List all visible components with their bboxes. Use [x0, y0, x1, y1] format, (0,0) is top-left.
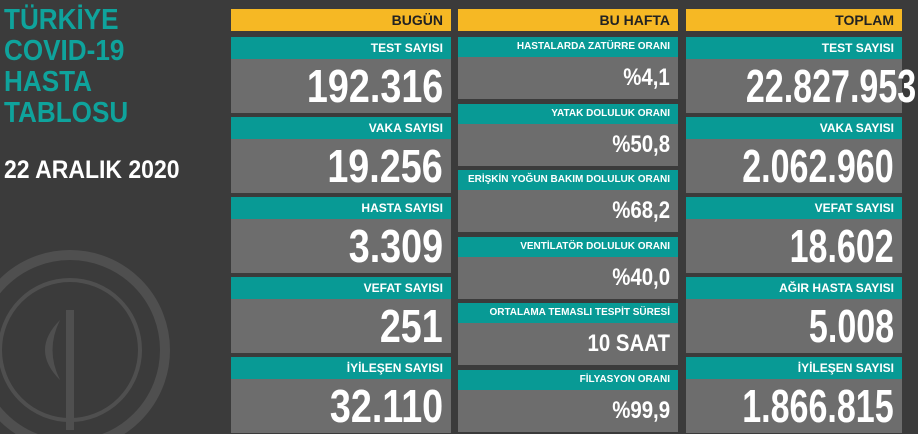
- value-text: 1.866.815: [742, 380, 894, 432]
- card-value: %68,2: [458, 190, 678, 233]
- card-value: %50,8: [458, 123, 678, 166]
- card-label: VAKA SAYISI: [231, 117, 451, 139]
- value-text: %99,9: [612, 397, 670, 424]
- card-value: 2.062.960: [686, 139, 902, 193]
- card-label: VEFAT SAYISI: [231, 277, 451, 299]
- value-text: 251: [380, 300, 443, 352]
- value-text: 2.062.960: [742, 140, 894, 192]
- card-value: 3.309: [231, 219, 451, 273]
- value-text: 18.602: [789, 220, 894, 272]
- card-label: VENTİLATÖR DOLULUK ORANI: [458, 236, 678, 257]
- value-text: %50,8: [612, 130, 670, 158]
- card-label: AĞIR HASTA SAYISI: [686, 277, 902, 299]
- column-header: TOPLAM: [686, 9, 902, 31]
- title-line: HASTA: [4, 66, 92, 98]
- card-label: VAKA SAYISI: [686, 117, 902, 139]
- title-line: COVID-19: [4, 35, 125, 67]
- title-line: TÜRKİYE: [4, 4, 119, 36]
- card-label: HASTA SAYISI: [231, 197, 451, 219]
- card-label: FİLYASYON ORANI: [458, 370, 678, 390]
- value-text: %40,0: [612, 263, 670, 291]
- card-label: TEST SAYISI: [231, 37, 451, 59]
- card-label: YATAK DOLULUK ORANI: [458, 103, 678, 124]
- value-text: 32.110: [329, 380, 443, 432]
- value-text: %4,1: [623, 64, 670, 91]
- card-value: 10 SAAT: [458, 323, 678, 366]
- card-label: ERİŞKİN YOĞUN BAKIM DOLULUK ORANI: [458, 170, 678, 191]
- card-value: %4,1: [458, 57, 678, 99]
- card-value: 19.256: [231, 139, 451, 193]
- value-text: 5.008: [808, 300, 894, 352]
- value-text: 19.256: [327, 140, 443, 192]
- value-text: 3.309: [348, 220, 443, 272]
- card-value: 22.827.953: [686, 59, 916, 113]
- logo: [0, 250, 170, 434]
- card-value: 5.008: [686, 299, 902, 353]
- card-value: %99,9: [458, 390, 678, 432]
- card-value: 32.110: [231, 379, 451, 433]
- title-line: TABLOSU: [4, 97, 129, 129]
- value-text: 10 SAAT: [587, 330, 670, 358]
- card-value: 18.602: [686, 219, 902, 273]
- card-label: TEST SAYISI: [686, 37, 902, 59]
- value-text: %68,2: [612, 197, 670, 225]
- card-value: 192.316: [231, 59, 451, 113]
- card-label: İYİLEŞEN SAYISI: [686, 357, 902, 379]
- card-label: VEFAT SAYISI: [686, 197, 902, 219]
- card-label: HASTALARDA ZATÜRRE ORANI: [458, 37, 678, 57]
- card-value: 1.866.815: [686, 379, 902, 433]
- date: 22 ARALIK 2020: [4, 156, 180, 184]
- card-value: %40,0: [458, 256, 678, 299]
- card-label: ORTALAMA TEMASLI TESPİT SÜRESİ: [458, 303, 678, 324]
- column-header: BUGÜN: [231, 9, 451, 31]
- column-header: BU HAFTA: [458, 9, 678, 31]
- value-text: 192.316: [306, 60, 443, 112]
- card-label: İYİLEŞEN SAYISI: [231, 357, 451, 379]
- card-value: 251: [231, 299, 451, 353]
- value-text: 22.827.953: [745, 60, 917, 112]
